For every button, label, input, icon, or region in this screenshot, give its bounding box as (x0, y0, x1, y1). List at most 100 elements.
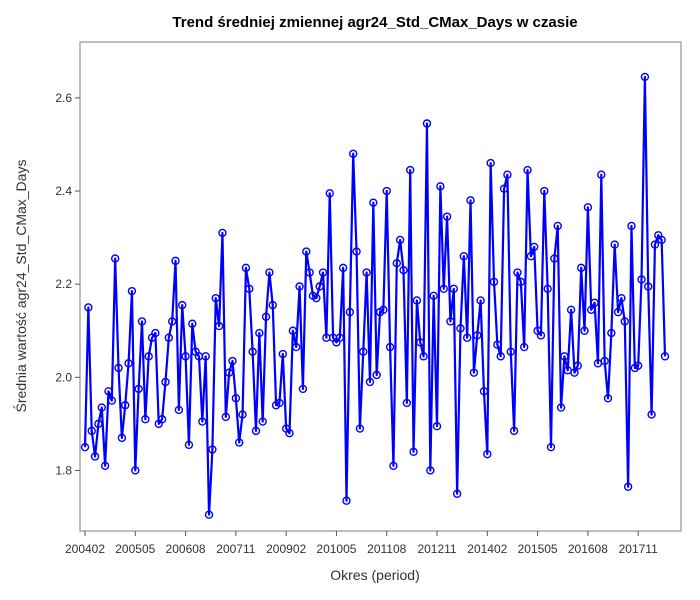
data-point (647, 410, 656, 419)
data-point (503, 170, 512, 179)
data-point (275, 398, 284, 408)
data-point (352, 247, 361, 256)
data-point (422, 119, 432, 128)
data-point (617, 293, 626, 303)
data-point (587, 305, 596, 314)
data-point (97, 403, 106, 412)
x-tick-label: 201211 (417, 542, 456, 556)
data-point (456, 324, 465, 333)
y-tick-label: 2.2 (55, 277, 72, 291)
data-point (402, 398, 412, 408)
data-point (610, 240, 619, 249)
data-point (379, 305, 388, 314)
data-point (164, 333, 174, 342)
data-point (231, 394, 241, 403)
data-point (157, 415, 167, 424)
data-point (603, 394, 613, 403)
x-axis: 200402 200505 200608 200711 200902 201005 2011… (65, 531, 658, 556)
data-point (151, 328, 160, 338)
data-point (345, 307, 355, 317)
data-point (426, 466, 435, 475)
x-tick-label: 201402 (467, 542, 507, 556)
data-point (600, 356, 609, 366)
data-point (235, 438, 244, 447)
data-point (580, 326, 589, 335)
data-point (369, 198, 378, 207)
x-tick-label: 200711 (216, 542, 255, 556)
data-point (178, 300, 187, 310)
x-tick-label: 200402 (65, 542, 105, 556)
data-point (104, 387, 113, 396)
data-point (318, 268, 328, 277)
data-point (137, 317, 147, 326)
data-point (409, 447, 418, 457)
data-point (198, 417, 207, 426)
data-point (469, 368, 479, 377)
data-point (657, 235, 666, 245)
data-point (255, 328, 264, 338)
data-point (362, 268, 371, 277)
data-point (305, 268, 314, 277)
data-point (436, 182, 445, 191)
data-point (489, 277, 499, 287)
data-point (462, 333, 472, 342)
data-point (506, 347, 515, 356)
data-point (258, 417, 267, 426)
data-point (530, 242, 539, 252)
data-point (560, 352, 569, 361)
data-point (214, 321, 224, 331)
data-point (620, 317, 629, 326)
data-point (442, 212, 452, 221)
data-point (302, 247, 311, 256)
data-point (285, 429, 294, 438)
data-point (90, 452, 100, 461)
data-point (523, 165, 532, 175)
data-point (613, 307, 623, 317)
data-point (650, 240, 660, 249)
data-point (87, 426, 96, 436)
x-tick-label: 201608 (568, 542, 608, 556)
data-point (161, 377, 170, 387)
x-tick-label: 200505 (115, 542, 155, 556)
data-point (100, 461, 110, 470)
data-point (241, 263, 251, 273)
data-point (117, 433, 127, 443)
data-point (399, 266, 408, 275)
data-point (406, 165, 415, 175)
data-point (597, 170, 606, 179)
y-tick-label: 2.4 (55, 184, 72, 198)
data-point (365, 377, 375, 387)
x-tick-label: 200902 (266, 542, 306, 556)
data-point (171, 256, 180, 266)
data-point (570, 368, 579, 377)
data-point (432, 422, 442, 431)
data-point (392, 259, 401, 268)
data-point (84, 303, 93, 312)
data-point (546, 442, 556, 452)
data-point (251, 426, 261, 436)
data-point (359, 347, 368, 356)
data-point (496, 352, 505, 361)
x-tick-label: 201108 (367, 542, 406, 556)
x-tick-label: 201711 (619, 542, 658, 556)
data-point (516, 277, 526, 287)
data-point (288, 326, 298, 335)
x-tick-label: 200608 (166, 542, 206, 556)
data-point (419, 352, 428, 361)
data-point (412, 296, 422, 305)
data-point (261, 312, 271, 321)
data-point (449, 284, 458, 294)
data-point (211, 293, 220, 303)
data-point (429, 291, 438, 301)
x-axis-label: Okres (period) (330, 567, 419, 583)
data-point (553, 221, 562, 231)
data-point (174, 405, 184, 415)
data-point (110, 254, 120, 263)
data-point (526, 252, 536, 261)
data-point (473, 331, 482, 340)
data-point (80, 442, 90, 452)
data-point (349, 149, 358, 158)
data-point (479, 387, 489, 396)
data-point (201, 352, 210, 361)
data-point (576, 263, 586, 273)
